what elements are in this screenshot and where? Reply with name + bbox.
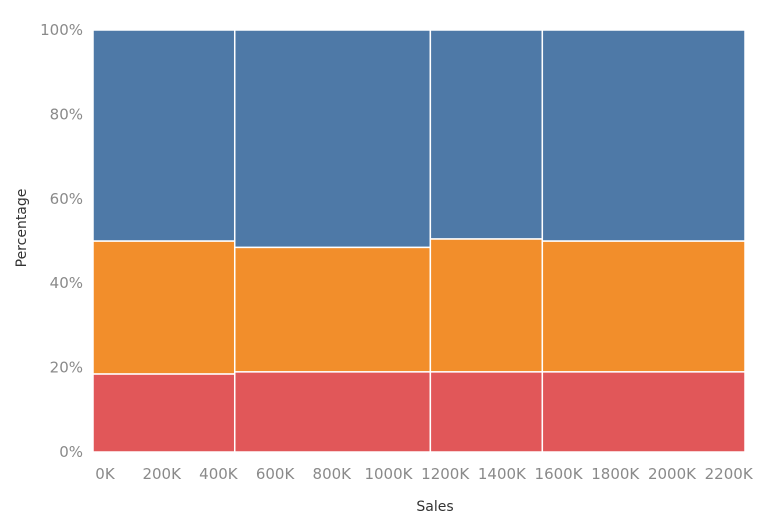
x-axis-ticks: 0K 200K 400K 600K 800K 1000K 1200K 1400K 1600K 18… — [95, 465, 754, 483]
x-tick-label: 1600K — [535, 465, 584, 483]
bar-segment-col1-layer3 — [92, 29, 236, 242]
x-tick-label: 800K — [313, 465, 353, 483]
x-tick-label: 1200K — [421, 465, 470, 483]
bar-segment-col4-layer1 — [541, 371, 746, 453]
bar-segment-col4-layer2 — [541, 240, 746, 373]
bar-segment-col2-layer3 — [233, 29, 432, 249]
x-tick-label: 2200K — [705, 465, 754, 483]
bar-segment-col3-layer3 — [429, 29, 544, 240]
y-tick-label: 40% — [50, 274, 83, 292]
y-tick-label: 100% — [40, 21, 83, 39]
bars-group — [92, 29, 746, 453]
bar-segment-col3-layer2 — [429, 238, 544, 373]
y-axis-title: Percentage — [14, 189, 30, 268]
bar-segment-col4-layer3 — [541, 29, 746, 242]
y-axis-ticks: 0% 20% 40% 60% 80% 100% — [40, 21, 83, 461]
x-tick-label: 400K — [199, 465, 239, 483]
bar-segment-col1-layer2 — [92, 240, 236, 375]
x-tick-label: 1400K — [478, 465, 527, 483]
bar-segment-col1-layer1 — [92, 373, 236, 453]
x-tick-label: 2000K — [648, 465, 697, 483]
y-tick-label: 60% — [50, 190, 83, 208]
x-tick-label: 200K — [142, 465, 182, 483]
bar-segment-col2-layer1 — [233, 371, 432, 453]
y-tick-label: 80% — [50, 105, 83, 123]
x-tick-label: 600K — [256, 465, 296, 483]
x-tick-label: 1800K — [591, 465, 640, 483]
bar-segment-col3-layer1 — [429, 371, 544, 453]
y-tick-label: 0% — [59, 443, 83, 461]
x-axis-title: Sales — [416, 499, 453, 515]
x-tick-label: 0K — [95, 465, 116, 483]
y-tick-label: 20% — [50, 359, 83, 377]
x-tick-label: 1000K — [364, 465, 413, 483]
bar-segment-col2-layer2 — [233, 246, 432, 373]
